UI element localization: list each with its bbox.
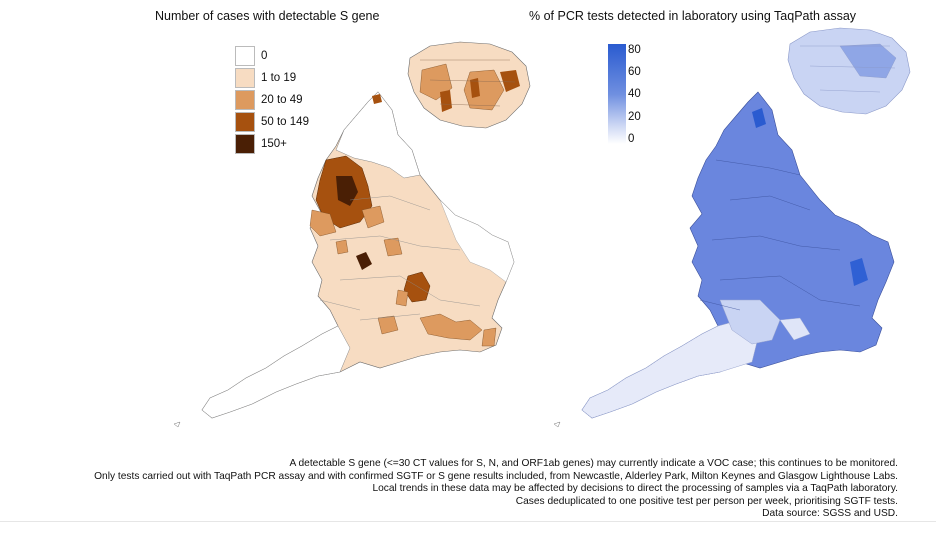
legend-item: 1 to 19 xyxy=(235,67,309,89)
legend-swatch xyxy=(235,90,255,110)
legend-label: 50 to 149 xyxy=(261,116,309,128)
legend-label: 150+ xyxy=(261,138,287,150)
colorbar-tick-label: 20 xyxy=(628,111,641,123)
legend-item: 50 to 149 xyxy=(235,111,309,133)
colorbar-tick-label: 0 xyxy=(628,133,635,145)
colorbar-tick-label: 80 xyxy=(628,44,641,56)
footnote-line: Data source: SGSS and USD. xyxy=(762,508,898,520)
right-england-map xyxy=(553,27,911,428)
left-map-title: Number of cases with detectable S gene xyxy=(155,9,380,23)
right-map-colorbar: 80 60 40 20 0 xyxy=(608,44,641,145)
legend-swatch xyxy=(235,68,255,88)
colorbar-tick-label: 60 xyxy=(628,66,641,78)
left-england-map xyxy=(173,41,531,428)
footnote-line: Cases deduplicated to one positive test … xyxy=(515,495,898,507)
legend-item: 0 xyxy=(235,45,309,67)
footnotes: A detectable S gene (<=30 CT values for … xyxy=(94,458,898,521)
colorbar-tick-label: 40 xyxy=(628,88,641,100)
legend-label: 0 xyxy=(261,50,268,62)
bottom-divider xyxy=(0,521,936,522)
footnote-line: Local trends in these data may be affect… xyxy=(372,483,898,495)
legend-label: 1 to 19 xyxy=(261,72,297,84)
footnote-line: A detectable S gene (<=30 CT values for … xyxy=(289,458,898,469)
legend-swatch xyxy=(235,46,255,66)
legend-item: 150+ xyxy=(235,133,309,155)
legend-item: 20 to 49 xyxy=(235,89,309,111)
left-map-legend: 0 1 to 19 20 to 49 50 to 149 150+ xyxy=(235,45,309,155)
right-map-title: % of PCR tests detected in laboratory us… xyxy=(529,9,857,23)
legend-label: 20 to 49 xyxy=(261,94,303,106)
legend-swatch xyxy=(235,112,255,132)
legend-swatch xyxy=(235,134,255,154)
colorbar-gradient xyxy=(608,44,626,144)
footnote-line: Only tests carried out with TaqPath PCR … xyxy=(94,470,898,482)
